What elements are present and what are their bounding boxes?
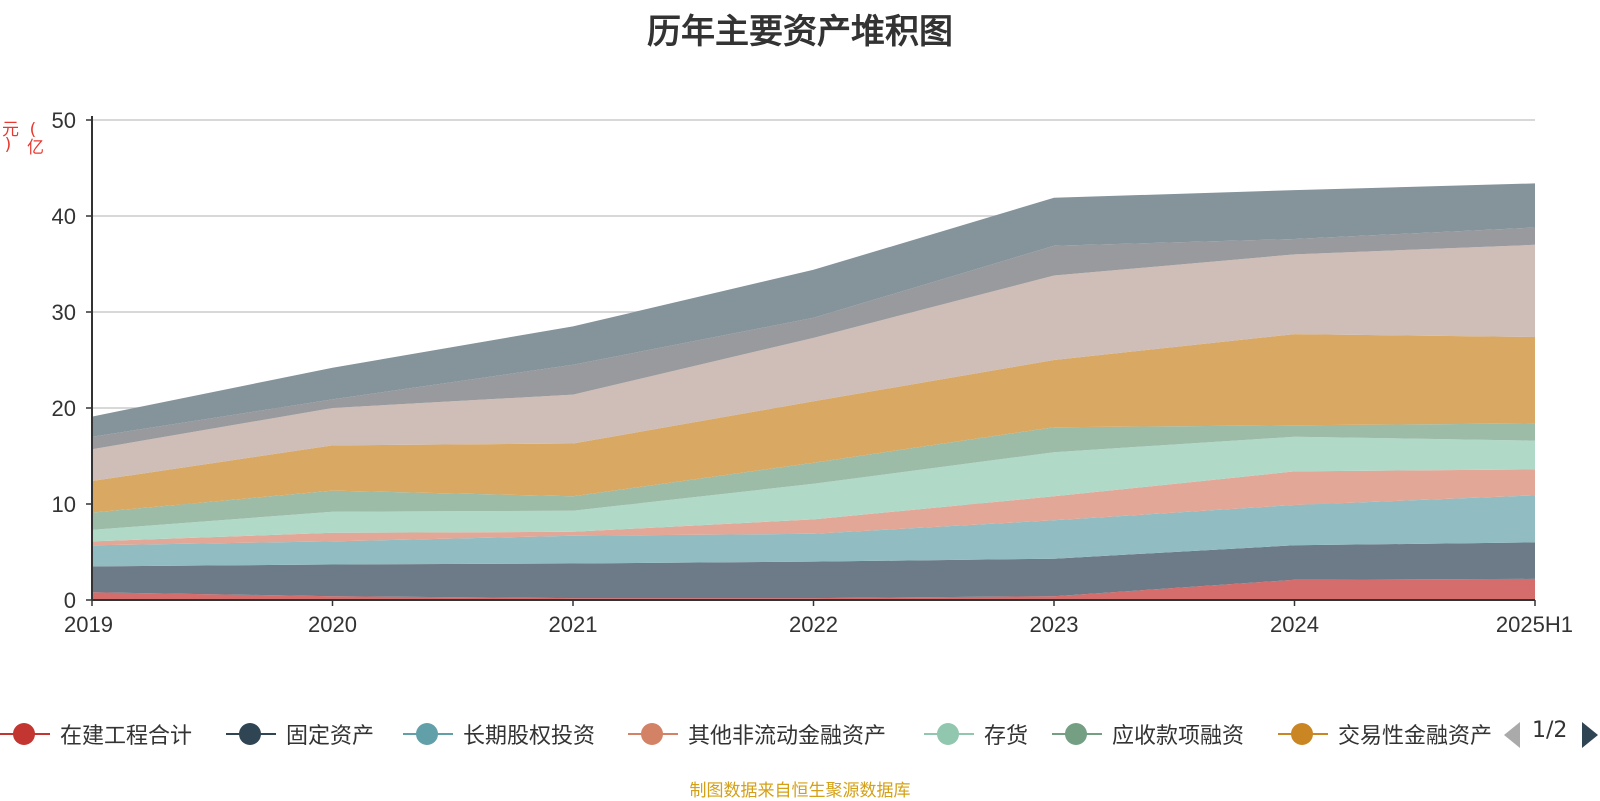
area-series-1 [92, 578, 1535, 600]
legend-label: 交易性金融资产 [1338, 724, 1493, 749]
legend-item[interactable]: 长期股权投资 [403, 716, 595, 752]
area-series-8 [92, 244, 1535, 481]
x-tick-label: 2023 [1030, 612, 1079, 637]
legend-pager: 1/2 [1500, 716, 1600, 752]
x-tick-label: 2020 [308, 612, 357, 637]
legend-page-indicator: 1/2 [1532, 718, 1568, 743]
x-tick-label: 2024 [1270, 612, 1319, 637]
y-tick-label: 0 [64, 588, 76, 613]
y-tick-label: 40 [52, 204, 76, 229]
y-tick-label: 20 [52, 396, 76, 421]
legend-label: 在建工程合计 [60, 724, 193, 749]
x-tick-label: 2021 [549, 612, 598, 637]
legend-marker-icon [924, 716, 974, 752]
legend-marker-icon [1052, 716, 1102, 752]
legend-label: 存货 [984, 724, 1029, 749]
area-series-7 [92, 334, 1535, 513]
legend-label: 其他非流动金融资产 [688, 724, 887, 749]
area-series-2 [92, 542, 1535, 599]
legend-item[interactable]: 交易性金融资产 [1278, 716, 1492, 752]
legend-marker-icon [226, 716, 276, 752]
legend-label: 应收款项融资 [1112, 724, 1245, 749]
legend: 在建工程合计 固定资产 长期股权投资 其他非流动金融资产 存货 应收款项融资 交易性金融资产 [0, 716, 1600, 752]
area-series-5 [92, 436, 1535, 542]
area-series-3 [92, 495, 1535, 567]
area-series-4 [92, 469, 1535, 546]
x-tick-label: 2022 [789, 612, 838, 637]
legend-marker-icon [1278, 716, 1328, 752]
area-series-6 [92, 423, 1535, 530]
legend-item[interactable]: 存货 [924, 716, 1028, 752]
legend-marker-icon [0, 716, 50, 752]
legend-item[interactable]: 应收款项融资 [1052, 716, 1244, 752]
legend-item[interactable]: 在建工程合计 [0, 716, 192, 752]
legend-item[interactable]: 其他非流动金融资产 [628, 716, 886, 752]
legend-marker-icon [628, 716, 678, 752]
x-tick-label: 2019 [64, 612, 113, 637]
area-series-9 [92, 227, 1535, 450]
y-tick-label: 30 [52, 300, 76, 325]
legend-prev-page-icon[interactable] [1504, 722, 1520, 748]
y-tick-label: 50 [52, 108, 76, 133]
data-source-note: 制图数据来自恒生聚源数据库 [689, 781, 911, 801]
legend-label: 固定资产 [286, 724, 375, 749]
chart-title: 历年主要资产堆积图 [647, 12, 953, 52]
legend-item[interactable]: 固定资产 [226, 716, 374, 752]
legend-marker-icon [403, 716, 453, 752]
area-series-10 [92, 183, 1535, 437]
legend-next-page-icon[interactable] [1582, 722, 1598, 748]
legend-label: 长期股权投资 [463, 724, 596, 749]
y-axis-unit-label: (亿元) [0, 120, 43, 153]
x-tick-label: 2025H1 [1496, 612, 1573, 637]
y-tick-label: 10 [52, 492, 76, 517]
